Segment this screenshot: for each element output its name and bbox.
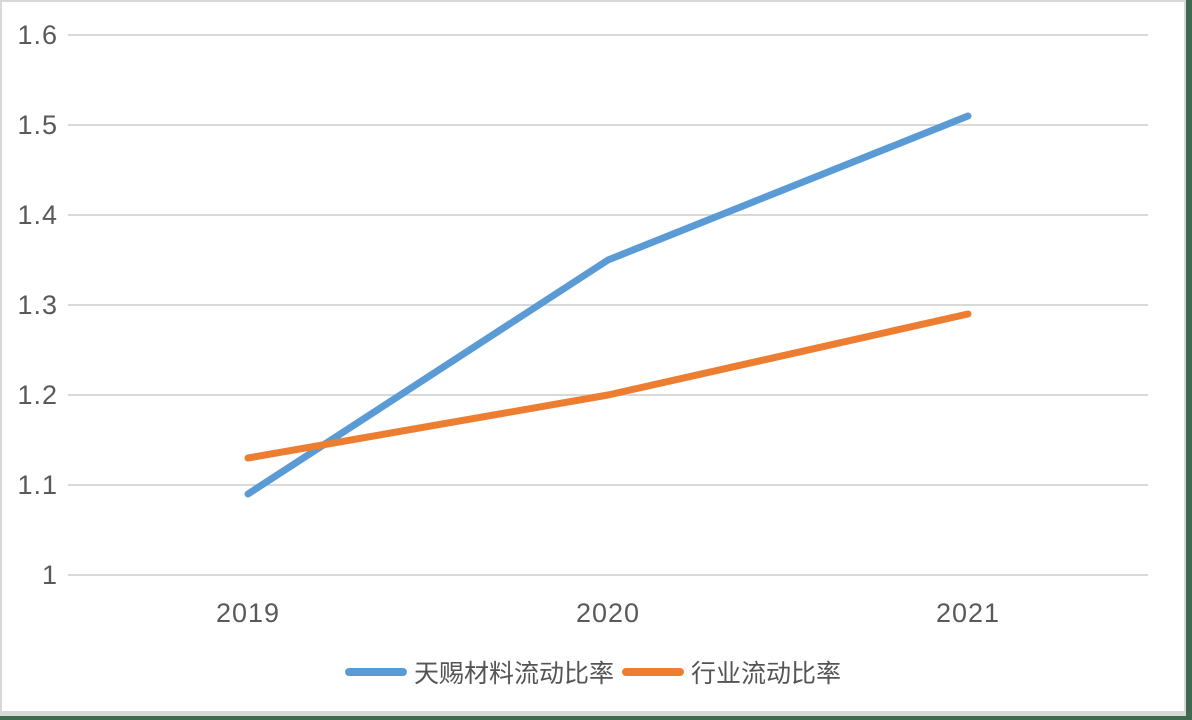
legend-label-industry-current-ratio: 行业流动比率 (691, 661, 842, 688)
chart-legend: 天赐材料流动比率 行业流动比率 (2, 654, 1184, 690)
y-tick-label: 1.2 (17, 380, 58, 410)
y-tick-label: 1.6 (17, 20, 58, 50)
y-tick-label: 1.1 (17, 470, 58, 500)
legend-label-tianci-current-ratio: 天赐材料流动比率 (413, 661, 614, 688)
x-tick-label: 2019 (216, 598, 280, 628)
x-tick-label: 2021 (936, 598, 1000, 628)
y-tick-label: 1.4 (17, 200, 58, 230)
series-line-tianci-current-ratio (244, 112, 972, 498)
line-chart: 1 1.1 1.2 1.3 1.4 1.5 1.6 2019 2020 2021 (17, 20, 1148, 628)
series-line-industry-current-ratio (244, 310, 972, 462)
y-tick-label: 1.3 (17, 290, 58, 320)
legend-item-industry-current-ratio: 行业流动比率 (622, 654, 841, 690)
y-tick-label: 1 (42, 560, 58, 590)
x-tick-label: 2020 (576, 598, 640, 628)
legend-line-sample-tianci-current-ratio (344, 668, 407, 676)
y-tick-label: 1.5 (17, 110, 58, 140)
legend-line-sample-industry-current-ratio (622, 668, 684, 676)
legend-item-tianci-current-ratio: 天赐材料流动比率 (344, 654, 614, 690)
chart-canvas: 1 1.1 1.2 1.3 1.4 1.5 1.6 2019 2020 2021 天赐材料流动比率… (2, 2, 1184, 711)
